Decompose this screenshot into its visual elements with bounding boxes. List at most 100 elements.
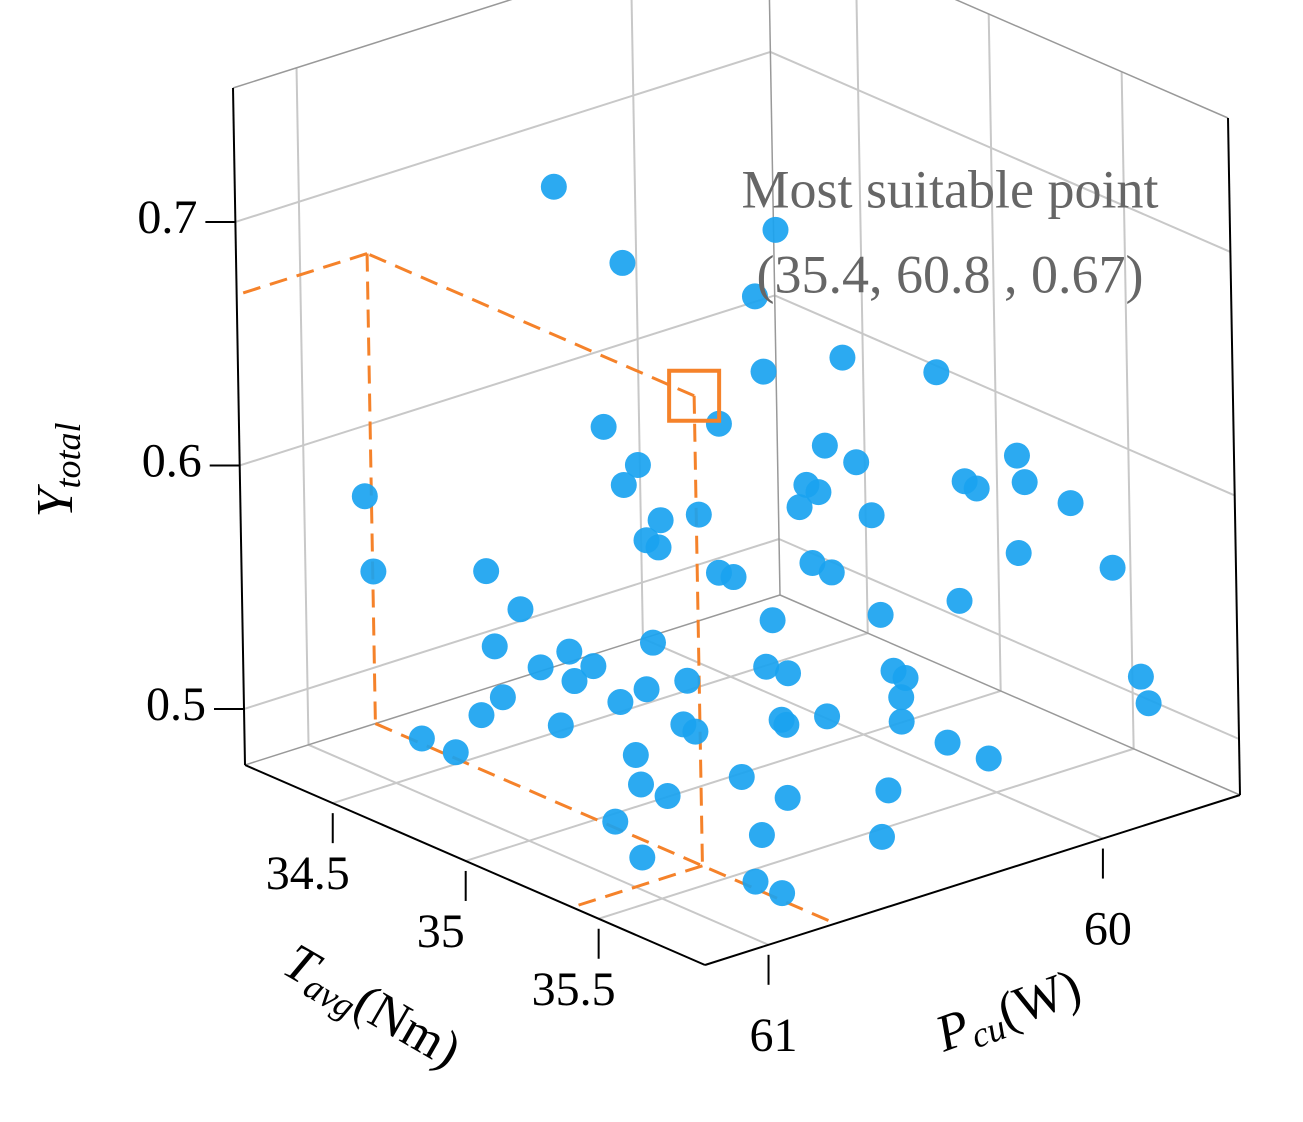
grid-line bbox=[778, 538, 1240, 740]
data-point bbox=[481, 633, 508, 660]
grid-line bbox=[243, 538, 780, 710]
grid-line bbox=[774, 294, 1236, 497]
data-point bbox=[762, 216, 789, 243]
z-axis-label-main: Y bbox=[27, 483, 84, 517]
grid-line bbox=[642, 637, 1104, 840]
data-point bbox=[799, 550, 826, 577]
data-point bbox=[547, 712, 574, 739]
grid-line bbox=[308, 743, 769, 946]
data-point bbox=[759, 607, 786, 634]
data-point bbox=[875, 777, 902, 804]
box-edge bbox=[768, 0, 781, 596]
data-point bbox=[507, 596, 534, 623]
data-point bbox=[682, 718, 709, 745]
data-point bbox=[1003, 442, 1030, 469]
projection-line bbox=[236, 252, 368, 297]
data-point bbox=[868, 823, 895, 850]
data-point bbox=[351, 483, 378, 510]
data-point bbox=[540, 173, 567, 200]
z-tick-label: 0.7 bbox=[137, 191, 197, 244]
data-point bbox=[888, 708, 915, 735]
grid-line bbox=[239, 294, 775, 467]
data-point bbox=[1005, 540, 1032, 567]
x-axis-label-unit: (Nm) bbox=[344, 973, 470, 1079]
z-tick-label: 0.6 bbox=[142, 434, 202, 487]
data-point bbox=[408, 725, 435, 752]
data-point bbox=[818, 559, 845, 586]
data-point bbox=[880, 657, 907, 684]
data-point bbox=[769, 880, 796, 907]
data-point bbox=[793, 471, 820, 498]
box-edge bbox=[244, 594, 781, 766]
x-tick-label: 34.5 bbox=[266, 847, 350, 900]
data-point bbox=[685, 501, 712, 528]
annotation: Most suitable point bbox=[742, 159, 1159, 219]
data-point bbox=[946, 587, 973, 614]
data-point bbox=[867, 601, 894, 628]
data-point bbox=[720, 564, 747, 591]
data-point bbox=[923, 359, 950, 386]
data-point bbox=[741, 283, 768, 310]
grid-line bbox=[855, 0, 869, 634]
data-point bbox=[628, 771, 655, 798]
y-tick-label: 60 bbox=[1084, 903, 1132, 956]
x-tick-label: 35.5 bbox=[532, 963, 616, 1016]
box-edge bbox=[779, 594, 1241, 796]
annotation: (35.4, 60.8 , 0.67) bbox=[757, 244, 1144, 304]
data-point bbox=[607, 689, 634, 716]
data-point bbox=[843, 449, 870, 476]
data-point bbox=[858, 502, 885, 529]
data-point bbox=[639, 629, 666, 656]
x-tick-label: 35 bbox=[417, 905, 465, 958]
data-point bbox=[934, 729, 961, 756]
data-point bbox=[811, 432, 838, 459]
data-point bbox=[633, 676, 660, 703]
data-point bbox=[674, 667, 701, 694]
data-point bbox=[742, 868, 769, 895]
box-edge bbox=[704, 794, 1241, 966]
data-point bbox=[1057, 490, 1084, 517]
data-point bbox=[647, 507, 674, 534]
grid-line bbox=[598, 747, 1134, 920]
data-point bbox=[786, 494, 813, 521]
data-point bbox=[768, 706, 795, 733]
data-point bbox=[975, 745, 1002, 772]
data-point bbox=[561, 668, 588, 695]
box-edge bbox=[232, 87, 246, 766]
z-tick-label: 0.5 bbox=[146, 678, 206, 731]
data-point bbox=[750, 358, 777, 385]
box-edge bbox=[244, 764, 706, 966]
data-point bbox=[1135, 690, 1162, 717]
data-point bbox=[888, 684, 915, 711]
data-point bbox=[622, 742, 649, 769]
y-tick-label: 61 bbox=[750, 1009, 798, 1062]
grid-line bbox=[987, 13, 1002, 691]
data-point bbox=[1099, 554, 1126, 581]
data-point bbox=[1127, 663, 1154, 690]
data-point bbox=[473, 558, 500, 585]
data-point bbox=[753, 653, 780, 680]
highlight-box bbox=[667, 368, 722, 423]
projection-line bbox=[692, 395, 704, 866]
z-axis-label-sub: total bbox=[48, 423, 88, 489]
data-point bbox=[1011, 469, 1038, 496]
data-point bbox=[829, 344, 856, 371]
box-edge bbox=[232, 0, 513, 89]
data-point bbox=[580, 653, 607, 680]
data-point bbox=[774, 784, 801, 811]
grid-line bbox=[769, 51, 1231, 253]
y-axis-label: Pcu(W) bbox=[928, 958, 1090, 1067]
data-point bbox=[654, 783, 681, 810]
data-point bbox=[728, 763, 755, 790]
data-point bbox=[590, 413, 617, 440]
data-point bbox=[602, 808, 629, 835]
data-point bbox=[360, 558, 387, 585]
data-point bbox=[748, 822, 775, 849]
z-axis-label: Ytotal bbox=[27, 423, 88, 518]
data-point bbox=[556, 638, 583, 665]
box-edge bbox=[954, 0, 1229, 119]
data-point bbox=[624, 451, 651, 478]
y-axis-label-unit: (W) bbox=[990, 958, 1088, 1040]
data-point bbox=[963, 475, 990, 502]
